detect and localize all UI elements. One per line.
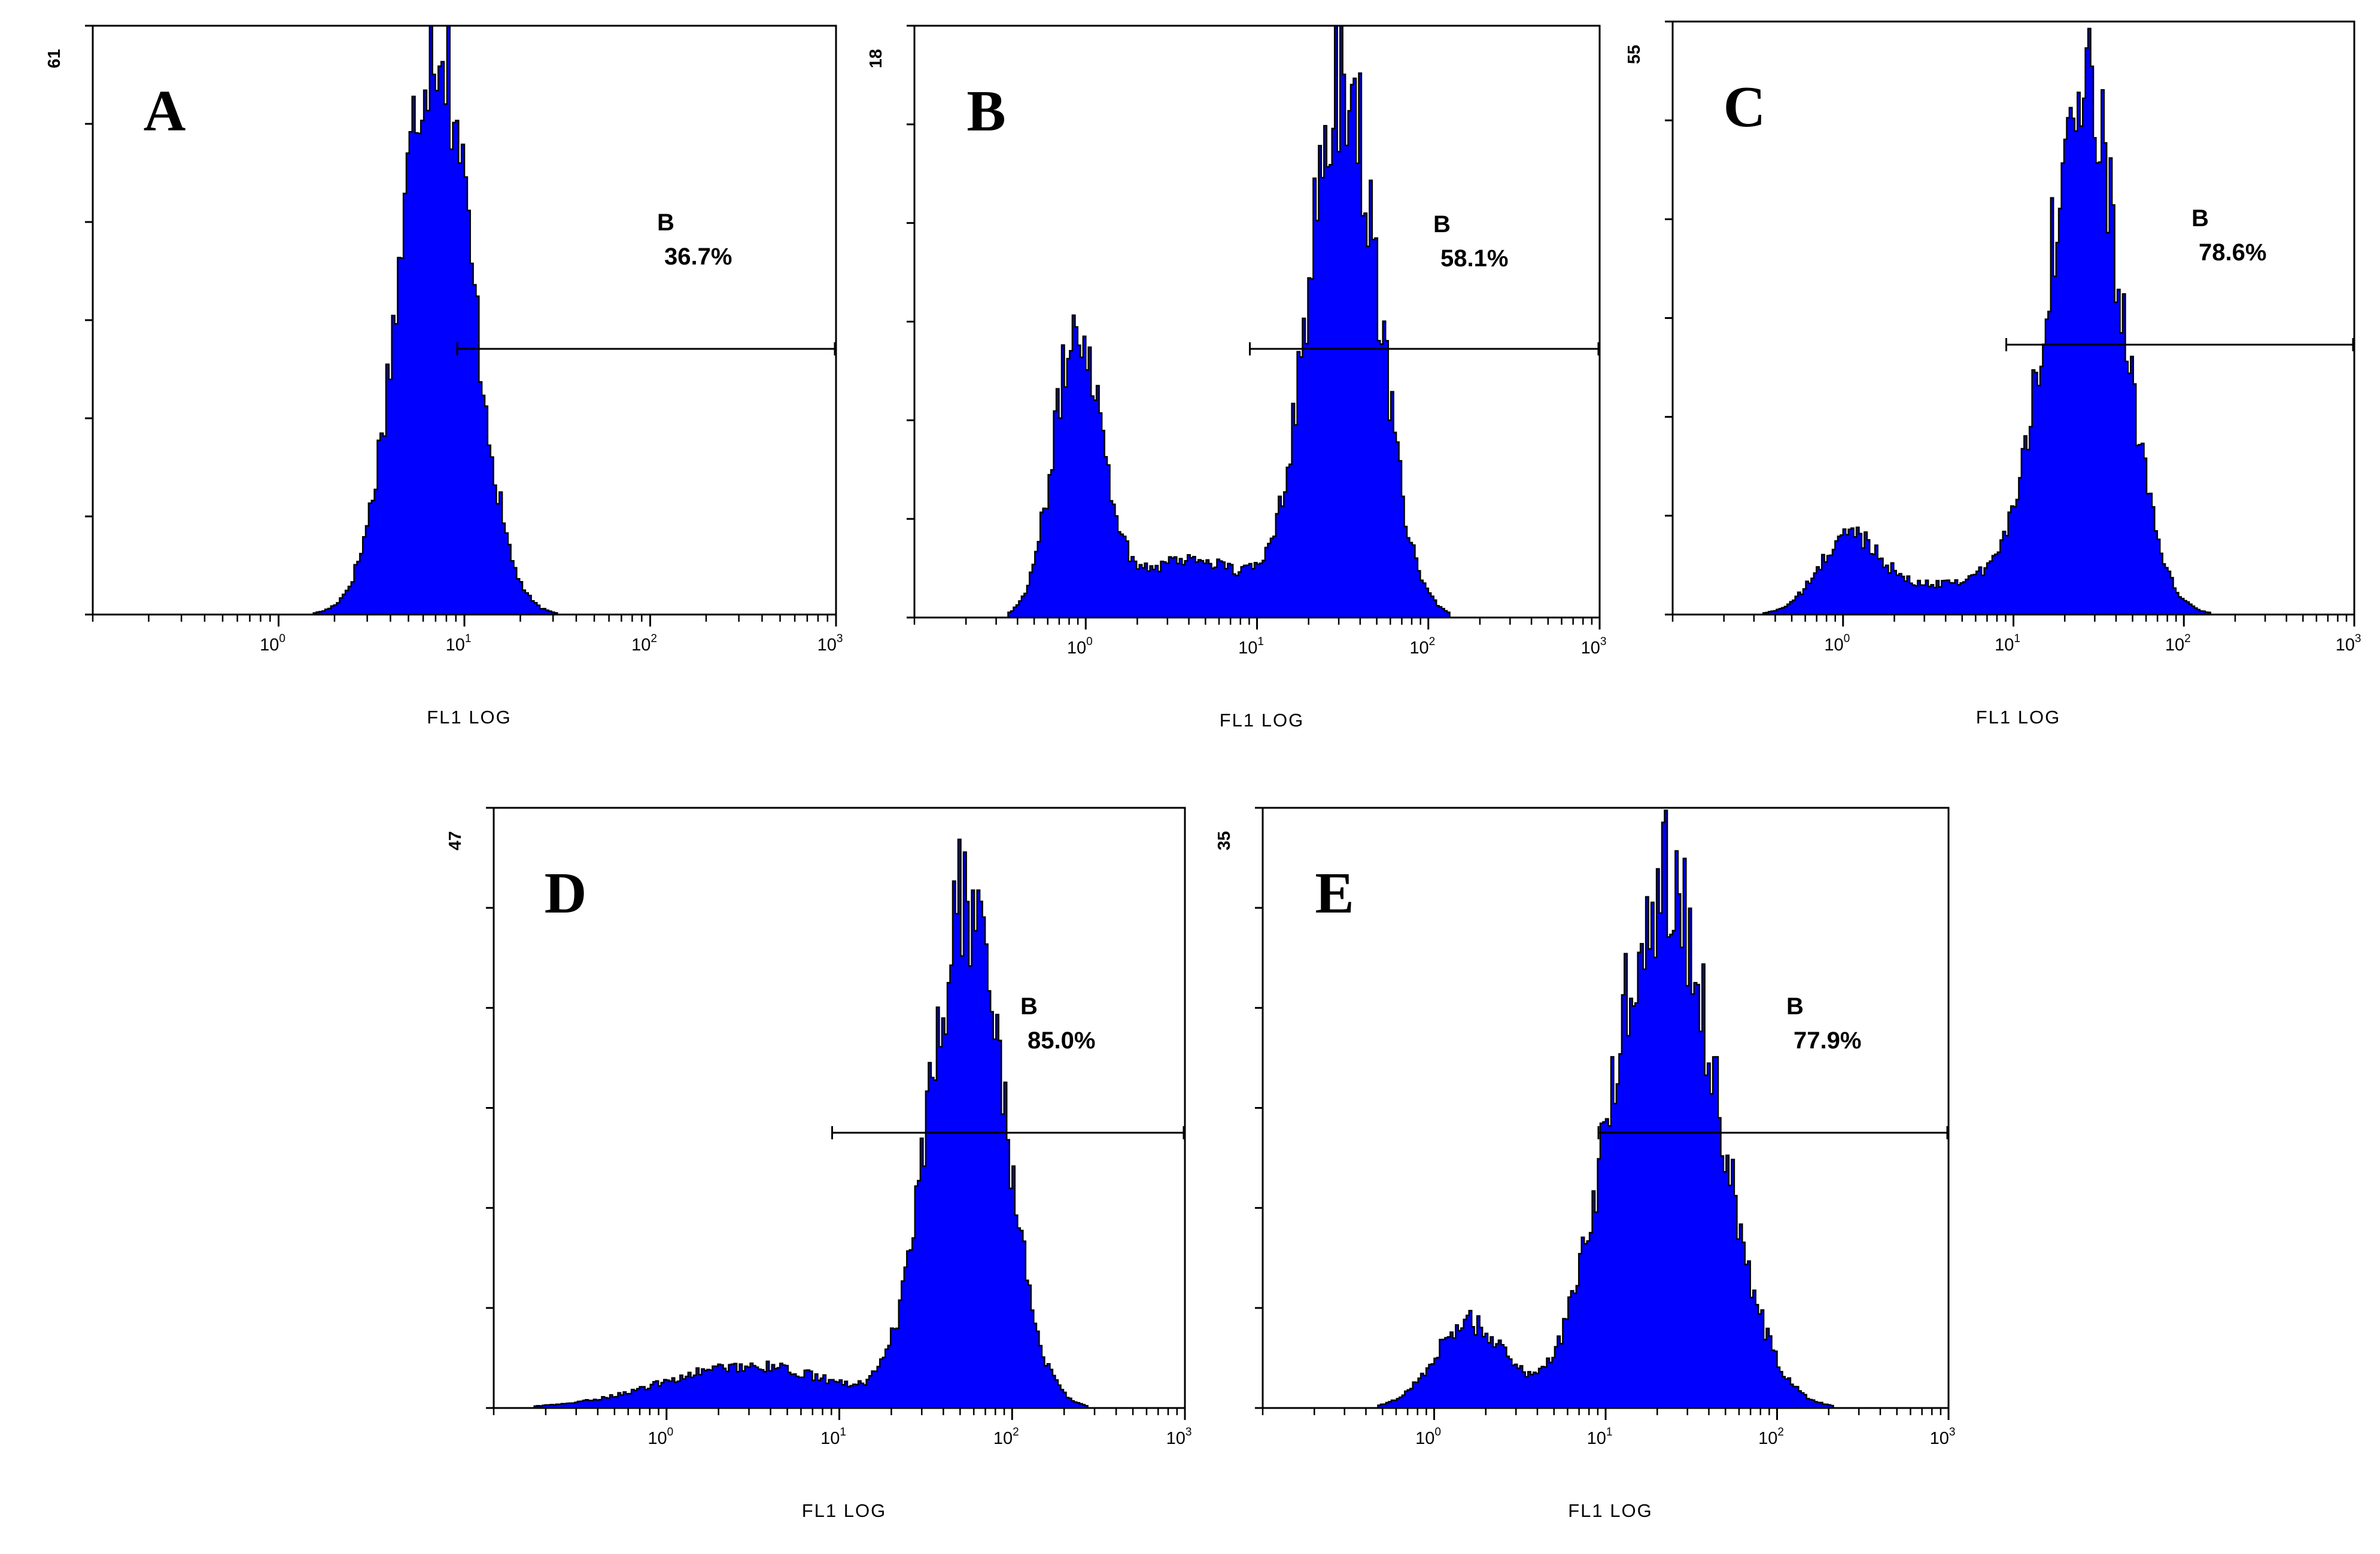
x-tick-label: 100 <box>260 632 285 655</box>
x-tick-label: 103 <box>817 632 843 655</box>
y-axis-max-label: 61 <box>45 49 64 68</box>
x-tick-label: 102 <box>1758 1426 1784 1448</box>
x-axis-title: FL1 LOG <box>1220 710 1305 731</box>
y-axis-max-label: 18 <box>867 49 886 68</box>
plot-frame <box>913 25 1601 619</box>
x-tick-label: 102 <box>993 1426 1019 1448</box>
x-tick-label: 103 <box>2336 632 2361 655</box>
plot-frame <box>493 807 1186 1409</box>
x-tick-label: 100 <box>648 1426 673 1448</box>
x-tick-label: 101 <box>1238 635 1264 658</box>
gate-percent: 58.1% <box>1440 245 1508 272</box>
x-tick-label: 103 <box>1581 635 1607 658</box>
chart-panel-c: 55 100 101 102 103 FL1 LOG C B 78.6% <box>1625 20 2361 728</box>
x-tick-label: 100 <box>1824 632 1850 655</box>
x-tick-label: 102 <box>2165 632 2191 655</box>
panel-letter: B <box>966 79 1005 144</box>
chart-panel-b: 18 100 101 102 103 FL1 LOG B B 58.1% <box>867 25 1607 731</box>
y-axis-max-label: 47 <box>446 831 465 850</box>
chart-panel-e: 35 100 101 102 103 FL1 LOG E B 77.9% <box>1215 807 1956 1521</box>
y-axis-max-label: 55 <box>1625 45 1644 64</box>
x-tick-label: 103 <box>1166 1426 1192 1448</box>
gate-label: B <box>657 209 674 236</box>
panel-letter: D <box>545 861 587 926</box>
histogram-fill <box>1673 28 2354 616</box>
chart-panel-d: 47 100 101 102 103 FL1 LOG D B 85.0% <box>446 807 1192 1521</box>
histogram-fill <box>93 25 836 616</box>
panel-letter: E <box>1315 861 1354 926</box>
chart-panel-a: 61 100 101 102 103 FL1 LOG A B 36.7% <box>45 25 843 728</box>
gate-label: B <box>1020 993 1038 1020</box>
x-tick-label: 100 <box>1067 635 1093 658</box>
x-axis-title: FL1 LOG <box>802 1500 887 1521</box>
x-tick-label: 100 <box>1415 1426 1441 1448</box>
histogram-fill <box>494 838 1185 1409</box>
x-tick-label: 103 <box>1930 1426 1956 1448</box>
x-tick-label: 101 <box>1587 1426 1613 1448</box>
panel-letter: A <box>144 79 186 144</box>
histogram-fill <box>1263 809 1949 1409</box>
x-tick-label: 102 <box>1409 635 1435 658</box>
x-tick-label: 101 <box>820 1426 846 1448</box>
gate-label: B <box>1433 211 1451 238</box>
gate-label: B <box>1786 993 1804 1020</box>
x-axis-title: FL1 LOG <box>1568 1500 1653 1521</box>
histogram-fill <box>914 25 1600 619</box>
gate-percent: 36.7% <box>664 244 732 270</box>
gate-percent: 85.0% <box>1028 1027 1095 1054</box>
x-tick-label: 102 <box>631 632 657 655</box>
panel-letter: C <box>1724 75 1766 139</box>
y-axis-max-label: 35 <box>1215 831 1234 850</box>
gate-percent: 78.6% <box>2199 239 2266 266</box>
gate-percent: 77.9% <box>1794 1027 1861 1054</box>
gate-label: B <box>2191 205 2209 232</box>
x-tick-label: 101 <box>1995 632 2020 655</box>
x-axis-title: FL1 LOG <box>1976 707 2061 728</box>
x-tick-label: 101 <box>446 632 472 655</box>
x-axis-title: FL1 LOG <box>427 707 512 728</box>
